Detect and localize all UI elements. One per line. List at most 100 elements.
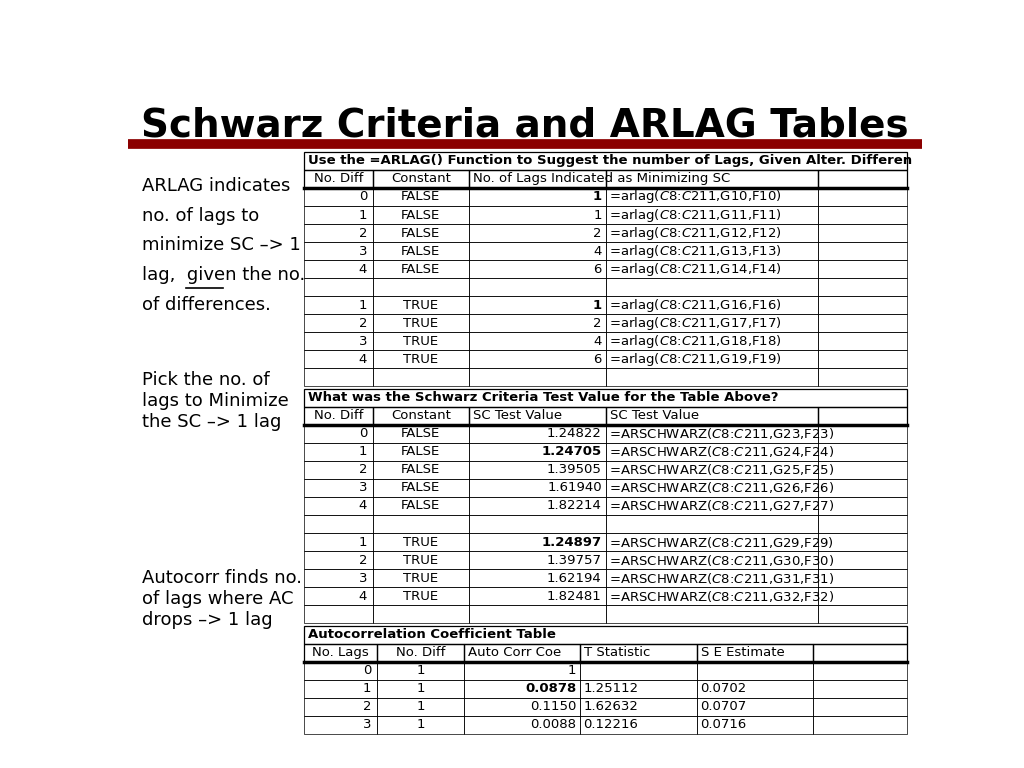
Text: =ARSCHWARZ($C$8:$C$211,G23,F23): =ARSCHWARZ($C$8:$C$211,G23,F23) [609,426,835,442]
Bar [469,296,606,314]
Bar [304,626,907,644]
Bar [304,389,907,407]
Bar [818,260,907,278]
Bar [818,224,907,242]
Bar [606,206,818,224]
Bar [464,644,581,662]
Text: 2: 2 [593,316,602,329]
Text: TRUE: TRUE [403,316,438,329]
Text: 0: 0 [358,190,368,204]
Text: no. of lags to: no. of lags to [142,207,259,225]
Text: FALSE: FALSE [401,499,440,512]
Bar [373,170,469,188]
Text: Use the =ARLAG() Function to Suggest the number of Lags, Given Alter. Differen: Use the =ARLAG() Function to Suggest the… [308,154,912,167]
Text: TRUE: TRUE [403,590,438,603]
Bar [304,224,373,242]
Text: 1: 1 [416,664,425,677]
Text: 1: 1 [362,682,372,695]
Bar [696,697,813,716]
Bar [377,644,464,662]
Text: =arlag($C$8:$C$211,G11,F11): =arlag($C$8:$C$211,G11,F11) [609,207,781,223]
Bar [606,314,818,333]
Text: No. Diff: No. Diff [395,646,445,659]
Bar [469,333,606,350]
Bar [304,350,373,369]
Bar [606,479,818,497]
Bar [373,443,469,461]
Text: 1: 1 [416,682,425,695]
Bar [696,644,813,662]
Text: =arlag($C$8:$C$211,G16,F16): =arlag($C$8:$C$211,G16,F16) [609,296,781,313]
Bar [818,188,907,206]
Text: TRUE: TRUE [403,554,438,567]
Bar [818,587,907,605]
Bar [696,680,813,697]
Text: 2: 2 [358,227,368,240]
Text: Schwarz Criteria and ARLAG Tables: Schwarz Criteria and ARLAG Tables [141,107,908,145]
Bar [304,605,373,623]
Bar [469,242,606,260]
Bar [606,333,818,350]
Text: of differences.: of differences. [142,296,271,313]
Bar [606,587,818,605]
Text: TRUE: TRUE [403,353,438,366]
Text: =ARSCHWARZ($C$8:$C$211,G25,F25): =ARSCHWARZ($C$8:$C$211,G25,F25) [609,462,835,478]
Bar [606,296,818,314]
Text: =ARSCHWARZ($C$8:$C$211,G26,F26): =ARSCHWARZ($C$8:$C$211,G26,F26) [609,481,835,495]
Bar [818,170,907,188]
Text: No. Diff: No. Diff [313,409,364,422]
Bar [304,479,373,497]
Bar [818,533,907,551]
Bar [606,278,818,296]
Bar [581,716,696,733]
Bar [606,170,818,188]
Text: Constant: Constant [391,409,451,422]
Text: =arlag($C$8:$C$211,G10,F10): =arlag($C$8:$C$211,G10,F10) [609,188,781,206]
Bar [373,350,469,369]
Bar [606,533,818,551]
Text: 1: 1 [568,664,577,677]
Bar [469,443,606,461]
Text: =arlag($C$8:$C$211,G12,F12): =arlag($C$8:$C$211,G12,F12) [609,224,781,242]
Text: 4: 4 [593,335,602,348]
Bar [373,224,469,242]
Text: Auto Corr Coe: Auto Corr Coe [468,646,561,659]
Text: 2: 2 [362,700,372,713]
Text: 1.24705: 1.24705 [542,445,602,458]
Text: =ARSCHWARZ($C$8:$C$211,G29,F29): =ARSCHWARZ($C$8:$C$211,G29,F29) [609,535,834,550]
Text: ARLAG indicates: ARLAG indicates [142,177,291,195]
Bar [373,425,469,443]
Bar [818,551,907,569]
Bar [818,515,907,533]
Bar [373,242,469,260]
Bar [373,515,469,533]
Text: 1.62194: 1.62194 [547,571,602,584]
Text: 1: 1 [593,209,602,221]
Text: =arlag($C$8:$C$211,G13,F13): =arlag($C$8:$C$211,G13,F13) [609,243,781,260]
Bar [469,497,606,515]
Text: =ARSCHWARZ($C$8:$C$211,G27,F27): =ARSCHWARZ($C$8:$C$211,G27,F27) [609,498,835,514]
Text: 0: 0 [362,664,372,677]
Bar [818,569,907,587]
Text: 6: 6 [593,353,602,366]
Bar [373,533,469,551]
Bar [373,296,469,314]
Text: 0.0702: 0.0702 [699,682,746,695]
Bar [581,697,696,716]
Bar [464,680,581,697]
Bar [377,662,464,680]
Bar [469,260,606,278]
Text: =ARSCHWARZ($C$8:$C$211,G30,F30): =ARSCHWARZ($C$8:$C$211,G30,F30) [609,552,835,568]
Bar [304,461,373,479]
Bar [818,407,907,425]
Bar [818,443,907,461]
Bar [581,680,696,697]
Text: minimize SC –> 1: minimize SC –> 1 [142,237,301,254]
Bar [696,716,813,733]
Text: 2: 2 [358,316,368,329]
Bar [818,479,907,497]
Bar [606,242,818,260]
Text: FALSE: FALSE [401,263,440,276]
Bar [818,278,907,296]
Bar [469,206,606,224]
